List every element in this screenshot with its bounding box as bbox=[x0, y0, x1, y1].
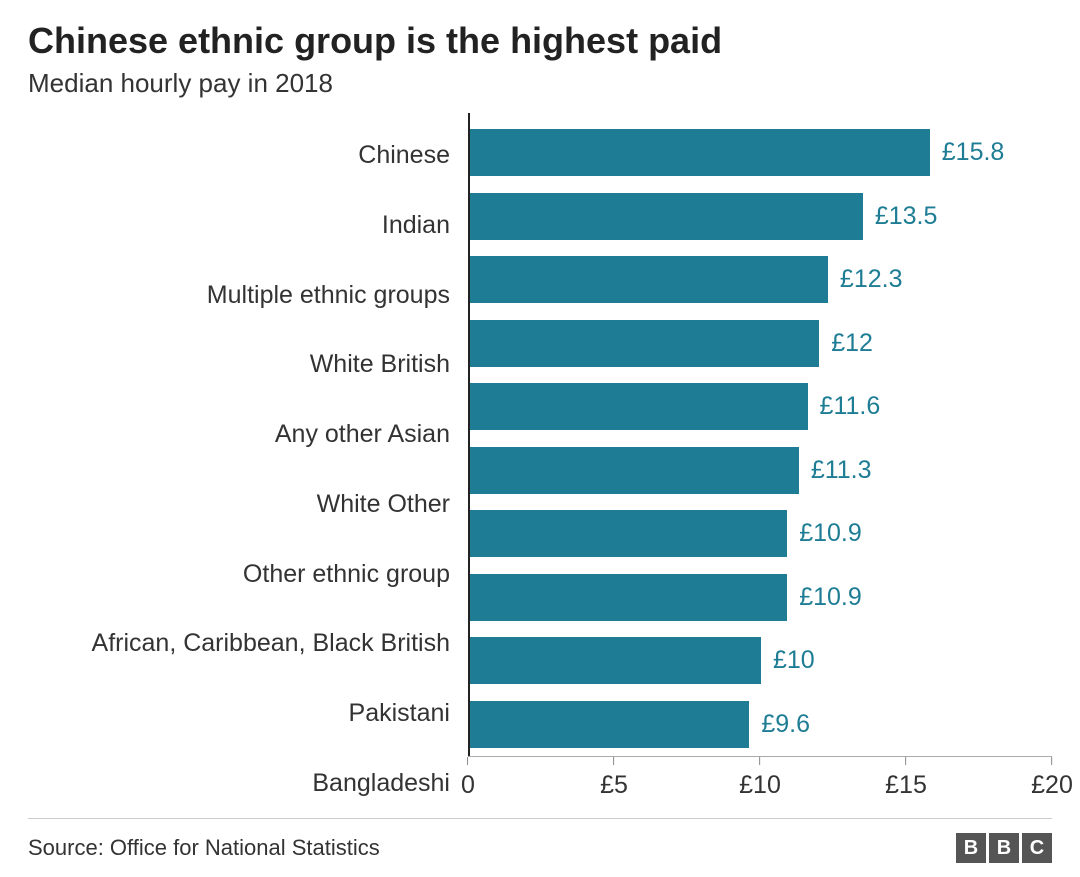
bar-value-label: £11.6 bbox=[820, 392, 881, 421]
x-tick-mark bbox=[1052, 757, 1053, 765]
bar-row: £12 bbox=[470, 312, 1052, 376]
chart-footer: Source: Office for National Statistics B… bbox=[28, 818, 1052, 877]
bar-row: £9.6 bbox=[470, 693, 1052, 757]
bar-value-label: £10 bbox=[773, 646, 815, 675]
category-label: Multiple ethnic groups bbox=[28, 260, 468, 330]
plot-area: £15.8 £13.5 £12.3 £12 £11.6 £11.3 £10.9 £10.9 £1… bbox=[468, 113, 1052, 818]
bar-value-label: £9.6 bbox=[761, 710, 810, 739]
bar bbox=[470, 701, 749, 748]
bar-row: £11.6 bbox=[470, 375, 1052, 439]
bar-row: £15.8 bbox=[470, 121, 1052, 185]
x-tick: £5 bbox=[600, 757, 628, 800]
chart-container: Chinese ethnic group is the highest paid… bbox=[0, 0, 1080, 877]
category-label: Indian bbox=[28, 191, 468, 261]
x-tick-label: £5 bbox=[600, 771, 628, 800]
bar bbox=[470, 510, 787, 557]
category-label: White Other bbox=[28, 470, 468, 540]
x-tick-label: £10 bbox=[739, 771, 781, 800]
x-tick: 0 bbox=[461, 757, 475, 800]
bar bbox=[470, 637, 761, 684]
x-tick-label: £20 bbox=[1031, 771, 1073, 800]
bar-row: £10.9 bbox=[470, 566, 1052, 630]
bar-value-label: £10.9 bbox=[799, 583, 862, 612]
bar-row: £11.3 bbox=[470, 439, 1052, 503]
bar-value-label: £11.3 bbox=[811, 456, 872, 485]
chart-area: ChineseIndianMultiple ethnic groupsWhite… bbox=[28, 113, 1052, 818]
bbc-logo: B B C bbox=[956, 833, 1052, 863]
bar-value-label: £12 bbox=[831, 329, 873, 358]
bbc-logo-letter: B bbox=[956, 833, 986, 863]
x-tick: £15 bbox=[885, 757, 927, 800]
bar-row: £12.3 bbox=[470, 248, 1052, 312]
bar bbox=[470, 193, 863, 240]
category-label: Chinese bbox=[28, 121, 468, 191]
x-tick-label: 0 bbox=[461, 771, 475, 800]
chart-subtitle: Median hourly pay in 2018 bbox=[28, 68, 1052, 99]
x-axis: 0£5£10£15£20 bbox=[468, 756, 1052, 818]
category-label: Any other Asian bbox=[28, 400, 468, 470]
category-label: African, Caribbean, Black British bbox=[28, 609, 468, 679]
x-tick: £10 bbox=[739, 757, 781, 800]
category-label: Pakistani bbox=[28, 679, 468, 749]
bbc-logo-letter: B bbox=[989, 833, 1019, 863]
category-label: Bangladeshi bbox=[28, 748, 468, 818]
bar-value-label: £10.9 bbox=[799, 519, 862, 548]
bar-value-label: £15.8 bbox=[942, 138, 1005, 167]
bar bbox=[470, 383, 808, 430]
bbc-logo-letter: C bbox=[1022, 833, 1052, 863]
y-axis-labels: ChineseIndianMultiple ethnic groupsWhite… bbox=[28, 113, 468, 818]
category-label: White British bbox=[28, 330, 468, 400]
category-label: Other ethnic group bbox=[28, 539, 468, 609]
x-tick-label: £15 bbox=[885, 771, 927, 800]
x-tick-mark bbox=[906, 757, 907, 765]
bar-value-label: £13.5 bbox=[875, 202, 938, 231]
bar bbox=[470, 256, 828, 303]
bar-row: £10 bbox=[470, 629, 1052, 693]
bar bbox=[470, 129, 930, 176]
bar bbox=[470, 320, 819, 367]
bar bbox=[470, 574, 787, 621]
bar-value-label: £12.3 bbox=[840, 265, 903, 294]
x-tick-mark bbox=[468, 757, 469, 765]
x-tick-mark bbox=[614, 757, 615, 765]
chart-title: Chinese ethnic group is the highest paid bbox=[28, 20, 1052, 62]
x-tick: £20 bbox=[1031, 757, 1073, 800]
bar bbox=[470, 447, 799, 494]
source-text: Source: Office for National Statistics bbox=[28, 835, 380, 861]
bar-row: £13.5 bbox=[470, 185, 1052, 249]
plot-inner: £15.8 £13.5 £12.3 £12 £11.6 £11.3 £10.9 £10.9 £1… bbox=[468, 113, 1052, 756]
x-tick-mark bbox=[760, 757, 761, 765]
bar-row: £10.9 bbox=[470, 502, 1052, 566]
